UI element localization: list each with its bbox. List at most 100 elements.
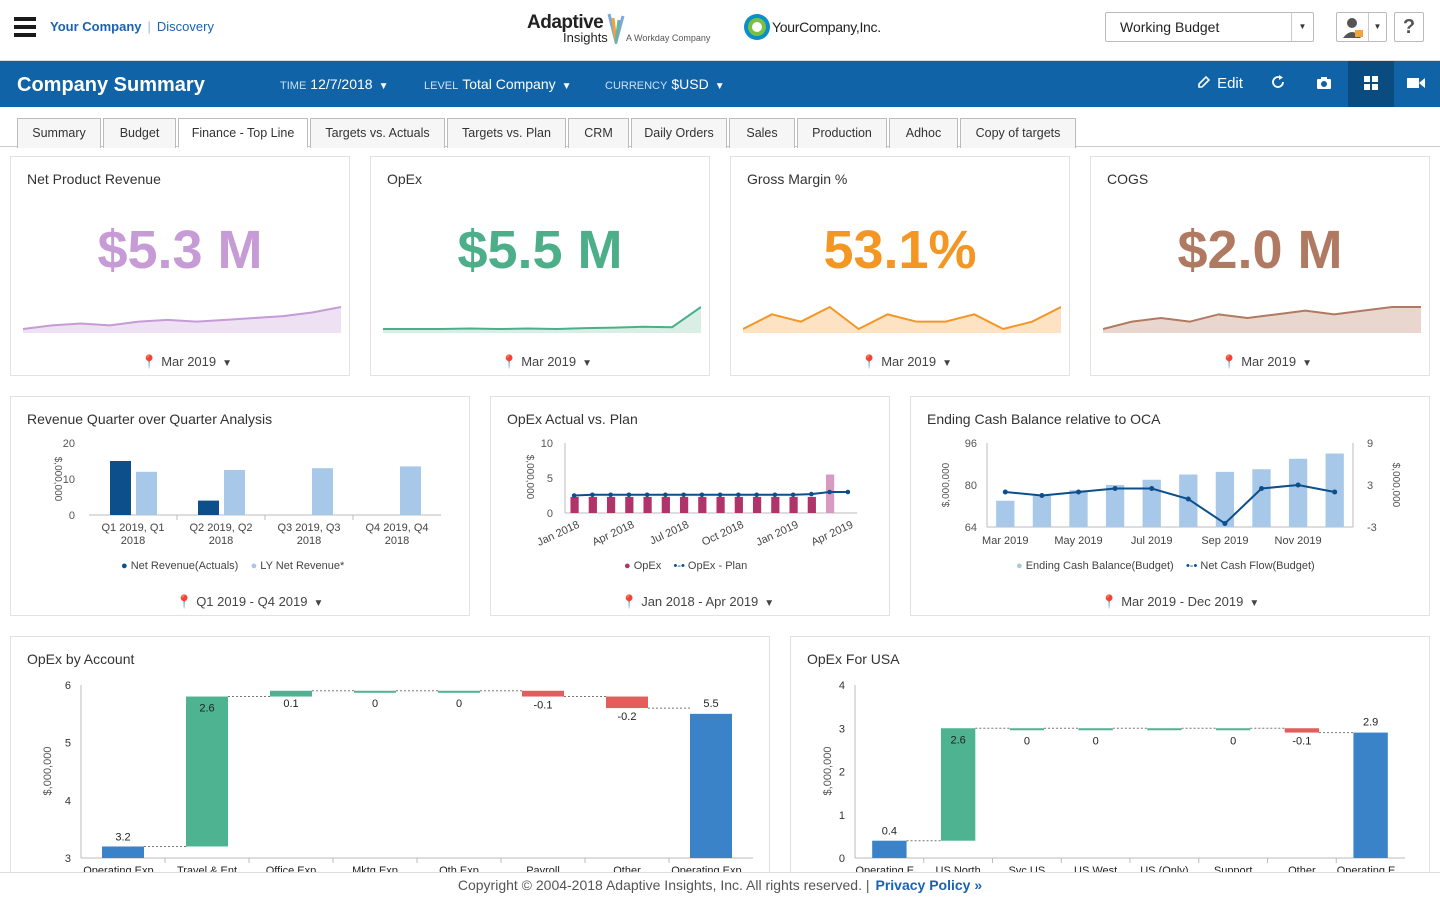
- plan-point: [845, 489, 851, 495]
- waterfall-bar: [186, 696, 228, 847]
- waterfall-bar: [1078, 728, 1113, 731]
- x-tick-label: Q4 2019, Q4: [366, 522, 429, 534]
- cash-flow-point: [1222, 521, 1228, 526]
- kpi-cogs: COGS $2.0 M 📍 Mar 2019 ▼: [1090, 156, 1430, 376]
- plan-point: [827, 489, 832, 495]
- tab-crm[interactable]: CRM: [568, 118, 629, 148]
- bar: [771, 496, 780, 513]
- presentation-button[interactable]: [1396, 61, 1436, 107]
- opex-by-account-panel: OpEx by Account $,000,000 3 4 5 6 3.2 Operatin…: [10, 636, 770, 876]
- chart-period-selector[interactable]: 📍 Q1 2019 - Q4 2019 ▼: [176, 594, 324, 609]
- y-axis-label: $,000,000: [822, 747, 834, 796]
- chevron-down-icon: ▼: [1291, 13, 1313, 41]
- cash-flow-point: [1039, 493, 1045, 498]
- caret-down-icon: ▼: [582, 358, 593, 369]
- refresh-button[interactable]: [1258, 61, 1298, 107]
- chart-period-selector[interactable]: 📍 Mar 2019 - Dec 2019 ▼: [1101, 594, 1260, 609]
- pin-icon: 📍: [621, 594, 638, 609]
- waterfall-bar: [1284, 728, 1320, 733]
- kpi-title: COGS: [1107, 171, 1149, 187]
- user-menu-button[interactable]: ▼: [1336, 12, 1387, 42]
- x-tick-label: US West: [1074, 865, 1117, 873]
- tab-copy-of-targets[interactable]: Copy of targets: [960, 118, 1076, 148]
- kpi-opex: OpEx $5.5 M 📍 Mar 2019 ▼: [370, 156, 710, 376]
- x-tick-label: Q2 2019, Q2: [190, 522, 253, 534]
- footer: Copyright © 2004-2018 Adaptive Insights,…: [0, 872, 1440, 900]
- caret-down-icon: ▼: [313, 598, 324, 609]
- tab-production[interactable]: Production: [797, 118, 887, 148]
- kpi-sparkline: [1103, 306, 1421, 333]
- privacy-policy-link[interactable]: Privacy Policy »: [875, 877, 983, 893]
- top-bar: Your Company | Discovery Adaptive Insights…: [0, 0, 1440, 61]
- chart-period-selector[interactable]: 📍 Jan 2018 - Apr 2019 ▼: [621, 594, 775, 609]
- copyright-text: Copyright © 2004-2018 Adaptive Insights,…: [457, 877, 870, 893]
- pencil-icon: [1198, 75, 1211, 88]
- brand-company-link[interactable]: Your Company: [50, 19, 142, 34]
- tab-finance-top-line[interactable]: Finance - Top Line: [178, 118, 308, 148]
- grid-view-button[interactable]: [1348, 61, 1394, 107]
- plan-point: [571, 493, 577, 498]
- x-tick-label: Jul 2019: [1131, 535, 1173, 547]
- pin-icon: 📍: [501, 354, 518, 369]
- yourcompany-logo-icon: [744, 14, 770, 40]
- data-label: -0.1: [534, 700, 553, 712]
- time-selector[interactable]: TIME 12/7/2018 ▼: [280, 76, 389, 92]
- y2-axis-label: $,000,000: [1390, 463, 1401, 508]
- x-tick-label: Other: [613, 865, 641, 873]
- snapshot-button[interactable]: [1304, 61, 1344, 107]
- caret-down-icon: ▼: [378, 81, 389, 92]
- y-axis-label: $,000,000: [524, 455, 535, 500]
- brand-discovery-link[interactable]: Discovery: [156, 19, 214, 34]
- brand-breadcrumb: Your Company | Discovery: [50, 19, 214, 34]
- kpi-period-selector[interactable]: 📍 Mar 2019 ▼: [141, 354, 233, 369]
- edit-button[interactable]: Edit: [1190, 61, 1250, 107]
- hamburger-menu-icon[interactable]: [14, 17, 36, 37]
- budget-version-select[interactable]: Working Budget ▼: [1105, 12, 1314, 42]
- x-tick-label: Jan 2018: [535, 519, 581, 549]
- tab-budget[interactable]: Budget: [103, 118, 176, 148]
- kpi-period-selector[interactable]: 📍 Mar 2019 ▼: [861, 354, 953, 369]
- y2-tick-label: 3: [1367, 480, 1373, 492]
- chart-legend: ● Net Revenue(Actuals) ● LY Net Revenue*: [121, 560, 345, 572]
- y-tick-label: 2: [839, 767, 845, 779]
- tab-targets-vs-plan[interactable]: Targets vs. Plan: [447, 118, 566, 148]
- bar: [1215, 471, 1235, 527]
- plan-point: [681, 492, 686, 498]
- plan-point: [809, 491, 814, 497]
- waterfall-bar: [872, 840, 907, 858]
- data-label: 0.4: [882, 826, 897, 838]
- kpi-period-selector[interactable]: 📍 Mar 2019 ▼: [1221, 354, 1313, 369]
- bar: [136, 471, 157, 515]
- y-axis-label: $,000,000: [941, 462, 952, 507]
- x-tick-label: 2018: [297, 535, 321, 547]
- data-label: 0.1: [283, 698, 298, 710]
- pin-icon: 📍: [176, 594, 193, 609]
- x-tick-label: Oth Exp: [439, 865, 479, 873]
- x-tick-label: Nov 2019: [1275, 535, 1322, 547]
- tab-daily-orders[interactable]: Daily Orders: [631, 118, 727, 148]
- plan-point: [626, 492, 632, 498]
- x-tick-label: Support: [1214, 865, 1253, 873]
- y-tick-label: 4: [65, 795, 71, 807]
- currency-selector[interactable]: CURRENCY $USD ▼: [605, 76, 725, 92]
- tab-adhoc[interactable]: Adhoc: [889, 118, 958, 148]
- tab-targets-vs-actuals[interactable]: Targets vs. Actuals: [310, 118, 445, 148]
- level-selector[interactable]: LEVEL Total Company ▼: [424, 76, 572, 92]
- y-tick-label: 10: [541, 438, 553, 450]
- y-tick-label: 3: [65, 853, 71, 865]
- kpi-period-selector[interactable]: 📍 Mar 2019 ▼: [501, 354, 593, 369]
- x-tick-label: Other: [1288, 865, 1316, 873]
- plan-point: [772, 492, 778, 498]
- data-label: 3.2: [115, 831, 130, 843]
- tab-summary[interactable]: Summary: [17, 118, 101, 148]
- x-tick-label: Jul 2018: [648, 519, 691, 547]
- x-tick-label: Apr 2019: [810, 519, 856, 549]
- sparkline-area: [23, 307, 341, 333]
- help-button[interactable]: ?: [1394, 12, 1424, 42]
- tab-sales[interactable]: Sales: [729, 118, 795, 148]
- bar: [312, 468, 333, 515]
- data-label: 2.6: [950, 734, 965, 746]
- y-tick-label: 0: [839, 853, 845, 865]
- panel-title: OpEx Actual vs. Plan: [507, 411, 638, 427]
- bar: [625, 496, 634, 513]
